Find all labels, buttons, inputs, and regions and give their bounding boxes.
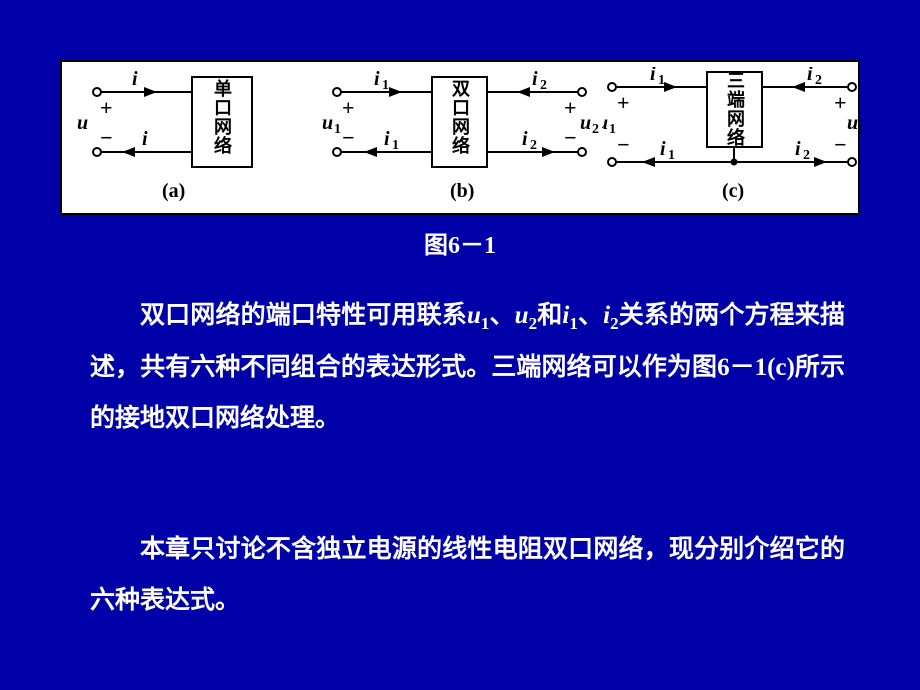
svg-text:i: i — [795, 138, 801, 160]
var-u2: u — [515, 302, 529, 329]
svg-text:2: 2 — [530, 138, 537, 153]
svg-text:2: 2 — [815, 73, 822, 88]
panel-c: 三端网络 i 1 i 2 i 1 i 2 + — [602, 67, 862, 212]
svg-text:u: u — [77, 112, 88, 134]
svg-text:i: i — [142, 128, 148, 150]
svg-text:1: 1 — [609, 122, 616, 137]
svg-text:(a): (a) — [162, 180, 185, 202]
svg-text:−: − — [100, 125, 113, 150]
svg-text:u: u — [847, 112, 858, 134]
svg-text:+: + — [834, 90, 847, 115]
svg-text:+: + — [100, 95, 113, 120]
var-i1-sub: 1 — [569, 314, 578, 333]
svg-text:i: i — [384, 128, 390, 150]
svg-text:单口网络: 单口网络 — [214, 78, 232, 156]
var-u2-sub: 2 — [529, 314, 538, 333]
svg-text:−: − — [342, 125, 355, 150]
svg-text:i: i — [374, 68, 380, 90]
paragraph-1: 双口网络的端口特性可用联系u1、u2和i1、i2关系的两个方程来描述，共有六种不… — [90, 290, 845, 444]
svg-text:双口网络: 双口网络 — [452, 79, 470, 156]
svg-text:−: − — [564, 125, 577, 150]
svg-text:1: 1 — [668, 148, 675, 163]
svg-text:i: i — [650, 67, 656, 85]
panel-a: 单口网络 i i + u − (a) — [62, 67, 287, 212]
p1-text-b: 、 — [489, 302, 514, 329]
var-u1: u — [467, 302, 481, 329]
var-i2-sub: 2 — [610, 314, 619, 333]
svg-text:1: 1 — [382, 78, 389, 93]
svg-text:三端网络: 三端网络 — [727, 71, 745, 148]
svg-text:2: 2 — [592, 122, 599, 137]
svg-text:(c): (c) — [722, 180, 744, 202]
paragraph-2: 本章只讨论不含独立电源的线性电阻双口网络，现分别介绍它的六种表达式。 — [90, 524, 845, 627]
figure-6-1: 单口网络 i i + u − (a) 双口网络 i — [60, 60, 860, 215]
p1-text-c: 和 — [537, 302, 562, 329]
svg-text:i: i — [532, 68, 538, 90]
svg-text:1: 1 — [334, 122, 341, 137]
svg-text:i: i — [132, 68, 138, 90]
svg-text:1: 1 — [392, 138, 399, 153]
svg-text:i: i — [522, 128, 528, 150]
svg-text:+: + — [564, 95, 577, 120]
p1-text-a: 双口网络的端口特性可用联系 — [140, 302, 467, 329]
svg-text:u: u — [602, 112, 608, 134]
panel-c-svg: 三端网络 i 1 i 2 i 1 i 2 + — [602, 67, 862, 217]
svg-text:2: 2 — [540, 78, 547, 93]
panel-a-svg: 单口网络 i i + u − (a) — [62, 67, 287, 217]
svg-text:i: i — [807, 67, 813, 85]
svg-text:u: u — [322, 112, 333, 134]
svg-text:(b): (b) — [450, 180, 474, 202]
svg-text:−: − — [834, 132, 847, 157]
p1-text-d: 、 — [578, 302, 603, 329]
svg-text:2: 2 — [803, 148, 810, 163]
svg-text:1: 1 — [658, 73, 665, 88]
svg-text:2: 2 — [859, 122, 862, 137]
svg-text:+: + — [342, 95, 355, 120]
svg-text:i: i — [660, 138, 666, 160]
svg-text:u: u — [580, 112, 591, 134]
panel-b: 双口网络 i 1 i 1 + u 1 − i 2 i 2 — [322, 67, 602, 212]
panel-b-svg: 双口网络 i 1 i 1 + u 1 − i 2 i 2 — [322, 67, 602, 217]
svg-text:+: + — [617, 90, 630, 115]
svg-text:−: − — [617, 132, 630, 157]
figure-caption: 图6－1 — [0, 225, 920, 260]
